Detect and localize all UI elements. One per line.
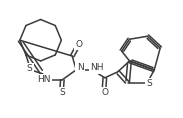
Text: HN: HN [37,75,50,84]
Text: S: S [27,64,33,73]
Text: O: O [76,40,83,49]
Text: S: S [59,88,65,97]
Text: NH: NH [90,63,104,72]
Text: N: N [77,63,83,72]
Text: O: O [101,88,108,97]
Text: S: S [146,79,152,88]
